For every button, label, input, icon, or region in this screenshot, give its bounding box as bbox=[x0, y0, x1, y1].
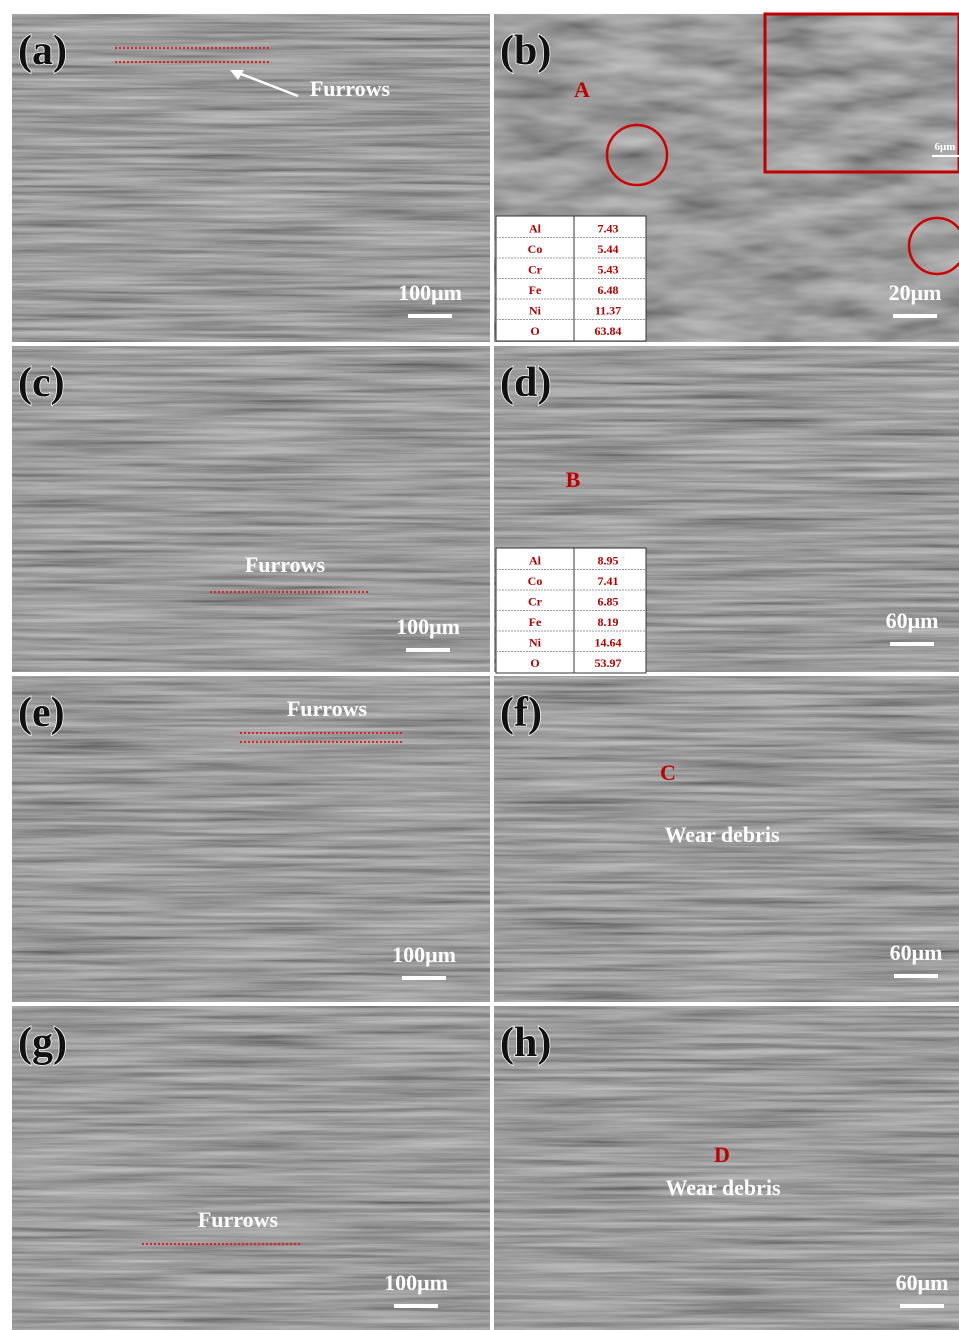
sem-panel: (g) 100μm Furrows bbox=[12, 1006, 490, 1330]
eds-value: 11.37 bbox=[595, 304, 621, 318]
scale-bar-label: 100μm bbox=[392, 942, 456, 967]
figure: (a) 100μm Furrows (b) 20μm A 6μm Al 7.43 Co 5.44 Cr… bbox=[0, 0, 959, 1330]
eds-value: 8.19 bbox=[598, 615, 619, 629]
scale-bar-label: 60μm bbox=[890, 940, 943, 965]
scale-bar-label: 100μm bbox=[398, 280, 462, 305]
eds-element: Cr bbox=[528, 263, 543, 277]
sem-panel: (c) 100μm Furrows bbox=[12, 346, 490, 672]
annotation: Furrows bbox=[287, 696, 368, 721]
panel-label: (f) bbox=[500, 690, 542, 736]
eds-value: 7.43 bbox=[598, 222, 619, 236]
inset-scale-bar bbox=[932, 155, 959, 157]
eds-element: Ni bbox=[529, 304, 542, 318]
panel-label: (h) bbox=[500, 1020, 551, 1066]
sem-panel: (a) 100μm Furrows bbox=[12, 14, 490, 342]
annotation: B bbox=[566, 467, 581, 492]
scale-bar-label: 60μm bbox=[886, 608, 939, 633]
eds-element: Co bbox=[528, 574, 543, 588]
sem-panel: (d) 60μm B Al 8.95 Co 7.41 Cr 6.85 Fe 8.19 Ni 14.64 O… bbox=[494, 346, 959, 673]
scale-bar-label: 100μm bbox=[384, 1270, 448, 1295]
eds-value: 53.97 bbox=[595, 656, 622, 670]
eds-value: 14.64 bbox=[595, 636, 622, 650]
eds-element: O bbox=[530, 656, 539, 670]
scale-bar bbox=[408, 314, 452, 318]
scale-bar bbox=[893, 314, 937, 318]
eds-value: 63.84 bbox=[595, 324, 622, 338]
annotation: A bbox=[574, 77, 590, 102]
scale-bar bbox=[890, 642, 934, 646]
eds-element: Fe bbox=[529, 283, 542, 297]
scale-bar-label: 100μm bbox=[396, 614, 460, 639]
panel-label: (a) bbox=[18, 28, 67, 74]
annotation: Furrows bbox=[245, 552, 326, 577]
panel-tint bbox=[494, 1006, 959, 1330]
eds-value: 5.44 bbox=[598, 242, 619, 256]
inset-scale-label: 6μm bbox=[935, 141, 956, 153]
scale-bar-label: 60μm bbox=[896, 1270, 949, 1295]
eds-element: Co bbox=[528, 242, 543, 256]
annotation: C bbox=[660, 760, 676, 785]
panel-label: (e) bbox=[18, 690, 65, 736]
eds-value: 6.85 bbox=[598, 595, 619, 609]
eds-value: 7.41 bbox=[598, 574, 619, 588]
scale-bar bbox=[394, 1304, 438, 1308]
scale-bar-label: 20μm bbox=[889, 280, 942, 305]
eds-element: Cr bbox=[528, 595, 543, 609]
eds-value: 8.95 bbox=[598, 554, 619, 568]
eds-value: 6.48 bbox=[598, 283, 619, 297]
eds-value: 5.43 bbox=[598, 263, 619, 277]
scale-bar bbox=[406, 648, 450, 652]
sem-panel: (f) 60μm C Wear debris bbox=[494, 676, 959, 1002]
scale-bar bbox=[900, 1304, 944, 1308]
annotation: Furrows bbox=[198, 1207, 279, 1232]
eds-element: O bbox=[530, 324, 539, 338]
annotation: Wear debris bbox=[664, 822, 780, 847]
panel-label: (d) bbox=[500, 360, 551, 406]
sem-panel: (h) 60μm D Wear debris bbox=[494, 1006, 959, 1330]
annotation: Wear debris bbox=[665, 1175, 781, 1200]
scale-bar bbox=[402, 976, 446, 980]
scale-bar bbox=[894, 974, 938, 978]
panel-label: (c) bbox=[18, 360, 65, 406]
annotation: Furrows bbox=[310, 76, 391, 101]
sem-panel: (b) 20μm A 6μm Al 7.43 Co 5.44 Cr 5.43 Fe 6.48 Ni 11.… bbox=[494, 14, 959, 342]
sem-panel: (e) 100μm Furrows bbox=[12, 676, 490, 1002]
eds-element: Al bbox=[529, 222, 542, 236]
panel-label: (g) bbox=[18, 1020, 67, 1066]
eds-element: Ni bbox=[529, 636, 542, 650]
eds-element: Al bbox=[529, 554, 542, 568]
annotation: D bbox=[714, 1142, 730, 1167]
eds-element: Fe bbox=[529, 615, 542, 629]
panel-label: (b) bbox=[500, 28, 551, 74]
